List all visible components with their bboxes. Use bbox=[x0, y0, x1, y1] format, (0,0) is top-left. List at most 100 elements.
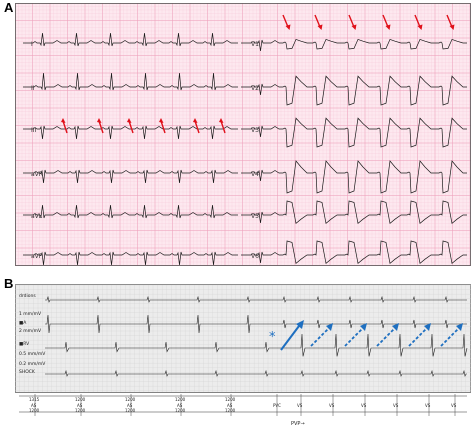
red-arrowhead-v1-6 bbox=[449, 24, 455, 30]
ecg-panel: I II III aVR aVL aVF V1 V2 V3 V4 V5 V6 bbox=[15, 3, 471, 266]
blue-arrow-solid bbox=[280, 325, 300, 351]
ecg-border bbox=[15, 3, 471, 266]
lead-label-i: I bbox=[31, 41, 33, 48]
red-arrow-iii-5 bbox=[194, 120, 200, 134]
lead-label-v1: V1 bbox=[251, 41, 259, 48]
red-arrow-iii-1 bbox=[62, 120, 68, 134]
marker-label: VS bbox=[329, 403, 335, 408]
channel-gain-1: 1 mm/mV bbox=[19, 312, 42, 317]
egm-star: * bbox=[269, 330, 276, 345]
marker-label: AS bbox=[177, 403, 183, 408]
panel-label-a: A bbox=[4, 0, 14, 15]
red-arrowhead-v1-3 bbox=[351, 24, 357, 30]
red-arrow-iii-3 bbox=[128, 120, 134, 134]
red-arrowhead-v1-2 bbox=[317, 24, 323, 30]
egm-trace-shock bbox=[45, 369, 467, 377]
red-arrow-iii-2 bbox=[98, 120, 104, 134]
ecg-trace-left-5 bbox=[23, 204, 238, 219]
channel-name-4: SHOCK bbox=[19, 370, 35, 375]
marker-label: VS bbox=[361, 403, 367, 408]
red-arrowhead-v1-5 bbox=[417, 24, 423, 30]
marker-interval-top: 1315 bbox=[29, 397, 40, 402]
blue-arrow-dashed-4 bbox=[408, 327, 428, 347]
marker-interval-top: 1200 bbox=[125, 397, 136, 402]
panel-label-b: B bbox=[4, 276, 14, 291]
channel-gain-2: 2 mm/mV bbox=[19, 329, 42, 334]
blue-arrow-dashed-2 bbox=[344, 327, 364, 347]
blue-arrow-dashed-3 bbox=[376, 327, 396, 347]
red-arrowhead-iii-1 bbox=[61, 118, 66, 123]
marker-interval-top: 1200 bbox=[75, 397, 86, 402]
red-arrow-v1-1 bbox=[282, 14, 289, 28]
blue-arrowhead-dashed-1 bbox=[326, 323, 333, 331]
egm-trace-atrial bbox=[45, 314, 467, 334]
blue-arrowhead-solid bbox=[296, 320, 304, 329]
marker-label: VS bbox=[393, 403, 399, 408]
marker-label: AS bbox=[31, 403, 37, 408]
lead-label-avl: aVL bbox=[31, 213, 43, 220]
red-arrow-v1-6 bbox=[446, 14, 453, 28]
ecg-trace-left-1 bbox=[23, 32, 238, 47]
ecg-trace-right-5 bbox=[241, 200, 467, 225]
channel-name-3: ■RV bbox=[19, 342, 30, 347]
lead-label-v3: V3 bbox=[251, 127, 259, 134]
egm-grid-area bbox=[15, 284, 471, 393]
marker-interval-top: 1200 bbox=[225, 397, 236, 402]
blue-arrowhead-dashed-3 bbox=[392, 323, 399, 331]
marker-label: VS bbox=[425, 403, 431, 408]
ecg-trace-right-4 bbox=[241, 160, 467, 194]
ecg-trace-left-4 bbox=[23, 169, 238, 184]
ecg-trace-right-1 bbox=[241, 38, 467, 52]
channel-name-1: drdions bbox=[19, 294, 36, 299]
ecg-background bbox=[15, 3, 471, 266]
lead-label-v6: V6 bbox=[251, 253, 259, 260]
red-arrow-iii-6 bbox=[220, 120, 226, 134]
lead-label-ii: II bbox=[31, 85, 35, 92]
red-arrow-v1-4 bbox=[382, 14, 389, 28]
red-arrow-v1-3 bbox=[348, 14, 355, 28]
lead-label-avr: aVR bbox=[31, 171, 43, 178]
blue-arrowhead-dashed-4 bbox=[424, 323, 431, 331]
red-arrowhead-v1-4 bbox=[385, 24, 391, 30]
marker-label: PVC bbox=[273, 403, 281, 408]
ecg-trace-left-6 bbox=[23, 251, 238, 266]
blue-arrowhead-dashed-2 bbox=[360, 323, 367, 331]
channel-name-2: ■A bbox=[19, 321, 27, 326]
egm-footer-label: PVP→ bbox=[291, 421, 305, 427]
lead-label-v5: V5 bbox=[251, 213, 259, 220]
red-arrowhead-iii-5 bbox=[193, 118, 198, 123]
egm-panel: drdions 1 mm/mV ■A 2 mm/mV ■RV 0.5 mm/mV… bbox=[15, 284, 471, 428]
ecg-trace-right-2 bbox=[241, 75, 467, 106]
channel-gain-4: 0.2 mm/mV bbox=[19, 362, 46, 367]
lead-label-v2: V2 bbox=[251, 85, 259, 92]
red-arrow-v1-2 bbox=[314, 14, 321, 28]
ecg-strip bbox=[15, 3, 471, 266]
marker-interval-bottom: 1200 bbox=[175, 408, 186, 413]
marker-label: AS bbox=[127, 403, 133, 408]
red-arrowhead-iii-2 bbox=[97, 118, 102, 123]
channel-gain-3: 0.5 mm/mV bbox=[19, 352, 46, 357]
marker-interval-top: 1200 bbox=[175, 397, 186, 402]
blue-arrowhead-dashed-5 bbox=[456, 323, 463, 331]
red-arrowhead-iii-6 bbox=[219, 118, 224, 123]
red-arrow-v1-5 bbox=[414, 14, 421, 28]
blue-arrow-dashed-5 bbox=[440, 327, 460, 347]
red-arrowhead-iii-4 bbox=[159, 118, 164, 123]
marker-interval-bottom: 1200 bbox=[125, 408, 136, 413]
lead-label-avf: aVF bbox=[31, 253, 43, 260]
ecg-trace-right-6 bbox=[241, 240, 467, 265]
egm-strip bbox=[15, 284, 471, 428]
ecg-trace-left-2 bbox=[23, 72, 238, 91]
red-arrow-iii-4 bbox=[160, 120, 166, 134]
marker-interval-bottom: 1200 bbox=[225, 408, 236, 413]
blue-arrow-dashed-1 bbox=[310, 327, 330, 347]
egm-trace-rv bbox=[45, 333, 468, 357]
marker-label: VS bbox=[451, 403, 457, 408]
egm-trace-1 bbox=[45, 295, 467, 303]
marker-label: VS bbox=[297, 403, 303, 408]
marker-interval-bottom: 1200 bbox=[75, 408, 86, 413]
marker-label: AS bbox=[77, 403, 83, 408]
marker-interval-bottom: 1200 bbox=[29, 408, 40, 413]
lead-label-iii: III bbox=[31, 127, 37, 134]
red-arrowhead-iii-3 bbox=[127, 118, 132, 123]
